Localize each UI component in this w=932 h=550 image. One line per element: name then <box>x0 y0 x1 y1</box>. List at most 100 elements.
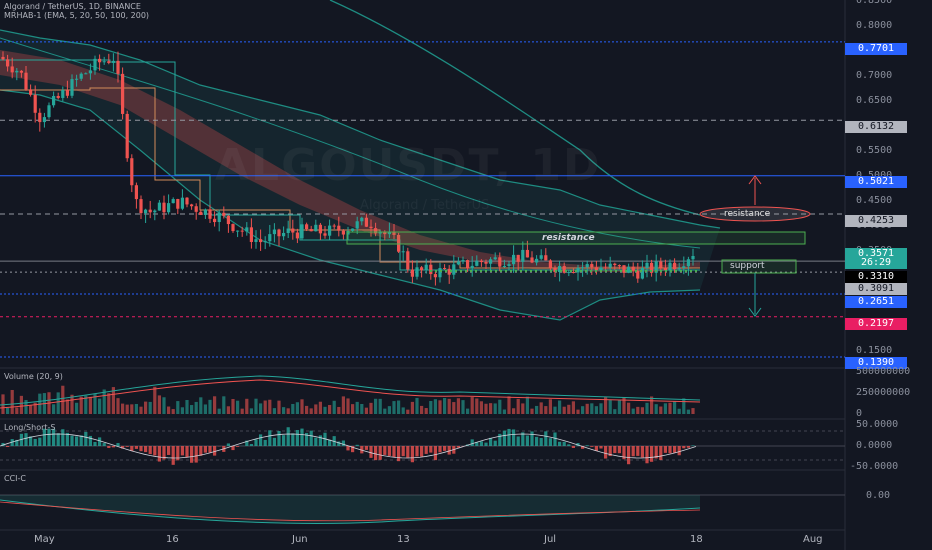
ls-bar <box>88 435 92 446</box>
candle-body <box>484 262 488 264</box>
arrow-down-head <box>748 307 762 317</box>
ls-bar <box>1 442 5 446</box>
candle-body <box>314 224 318 232</box>
time-label-jul: Jul <box>544 534 557 545</box>
ls-bar <box>272 437 276 446</box>
volume-bar <box>180 407 184 414</box>
volume-bar <box>433 399 437 414</box>
ls-bar <box>199 446 203 456</box>
ls-bar <box>341 440 345 446</box>
ls-bar <box>291 433 295 446</box>
ls-bar <box>19 433 23 446</box>
price-axis-label: 0.5500 <box>856 144 893 156</box>
ls-bar <box>226 443 230 446</box>
volume-bar <box>415 397 419 414</box>
candle-body <box>406 251 410 270</box>
ls-bar <box>70 435 74 446</box>
volume-bar <box>162 397 166 414</box>
support-box-label[interactable]: support <box>730 261 765 271</box>
longshort-title[interactable]: Long/Short-S <box>4 423 56 432</box>
ls-bar <box>61 429 65 446</box>
candle-body <box>576 267 580 273</box>
price-axis-label: 0.8500 <box>856 0 893 6</box>
candle-body <box>171 199 175 204</box>
candle-body <box>507 264 511 267</box>
candle-body <box>548 260 552 269</box>
candle-body <box>571 271 575 273</box>
volume-bar <box>452 402 456 414</box>
candle-body <box>33 94 37 113</box>
resistance-box-label[interactable]: resistance <box>542 233 595 243</box>
candle-body <box>268 234 272 242</box>
candle-body <box>516 254 520 262</box>
volume-signal-line <box>0 379 701 409</box>
volume-bar <box>567 404 571 414</box>
ls-bar <box>406 446 410 458</box>
candle-body <box>663 267 667 271</box>
ls-bar <box>203 446 207 453</box>
ls-bar <box>75 436 79 446</box>
price-tag: 0.5021 <box>845 176 907 188</box>
volume-bar <box>309 408 313 414</box>
ls-bar <box>571 446 575 449</box>
candle-body <box>668 262 672 271</box>
ls-bar <box>475 441 479 446</box>
candle-body <box>525 249 529 258</box>
volume-bar <box>93 393 97 414</box>
candle-body <box>157 202 161 211</box>
volume-bar <box>378 398 382 414</box>
candle-body <box>686 259 690 267</box>
cci-axis-label-zero: 0.00 <box>866 490 891 501</box>
resistance-label-upper[interactable]: resistance <box>724 209 771 219</box>
candle-body <box>240 230 244 232</box>
indicator-legend[interactable]: MRHAB-1 (EMA, 5, 20, 50, 100, 200) <box>4 11 150 20</box>
ls-axis-label-zero: 0.0000 <box>856 440 893 451</box>
ema100-line <box>0 37 701 249</box>
candle-body <box>226 215 230 225</box>
volume-bar <box>245 398 249 414</box>
ls-bar <box>328 439 332 446</box>
ls-bar <box>277 431 281 446</box>
candle-body <box>291 228 295 233</box>
ls-bar <box>107 446 111 449</box>
cci-title[interactable]: CCI-C <box>4 474 27 483</box>
ls-bar <box>553 432 557 446</box>
ls-axis-label-top: 50.0000 <box>856 419 899 430</box>
time-label-18: 18 <box>690 534 703 545</box>
volume-title[interactable]: Volume (20, 9) <box>4 372 63 381</box>
candle-body <box>502 266 506 268</box>
volume-bar <box>199 397 203 414</box>
resistance-zone-box <box>346 231 806 245</box>
ls-bar <box>171 446 175 465</box>
support-zone-box <box>721 259 797 274</box>
ls-bar <box>374 446 378 461</box>
candle-body <box>659 261 663 268</box>
symbol-title[interactable]: Algorand / TetherUS, 1D, BINANCE <box>4 2 141 11</box>
ls-bar <box>429 446 433 453</box>
candle-body <box>102 61 106 63</box>
ls-bar <box>208 446 212 453</box>
volume-bar <box>470 397 474 414</box>
volume-bar <box>581 406 585 414</box>
ls-bar <box>673 446 677 453</box>
candle-body <box>318 224 322 234</box>
ls-bar <box>470 439 474 446</box>
candle-body <box>479 260 483 263</box>
ls-bar <box>438 446 442 453</box>
price-tag: 26:29 <box>845 257 907 269</box>
ls-bar <box>539 438 543 446</box>
candle-body <box>19 70 23 73</box>
volume-bar <box>190 405 194 414</box>
ls-bar <box>415 446 419 457</box>
volume-bar <box>617 400 621 414</box>
ls-bar <box>351 446 355 453</box>
candle-body <box>544 255 548 261</box>
candle-body <box>24 72 28 90</box>
volume-bar <box>19 395 23 414</box>
ls-bar <box>682 446 686 449</box>
volume-bar <box>673 400 677 414</box>
volume-bar <box>640 407 644 414</box>
volume-bar <box>401 407 405 414</box>
ls-bar <box>268 430 272 446</box>
